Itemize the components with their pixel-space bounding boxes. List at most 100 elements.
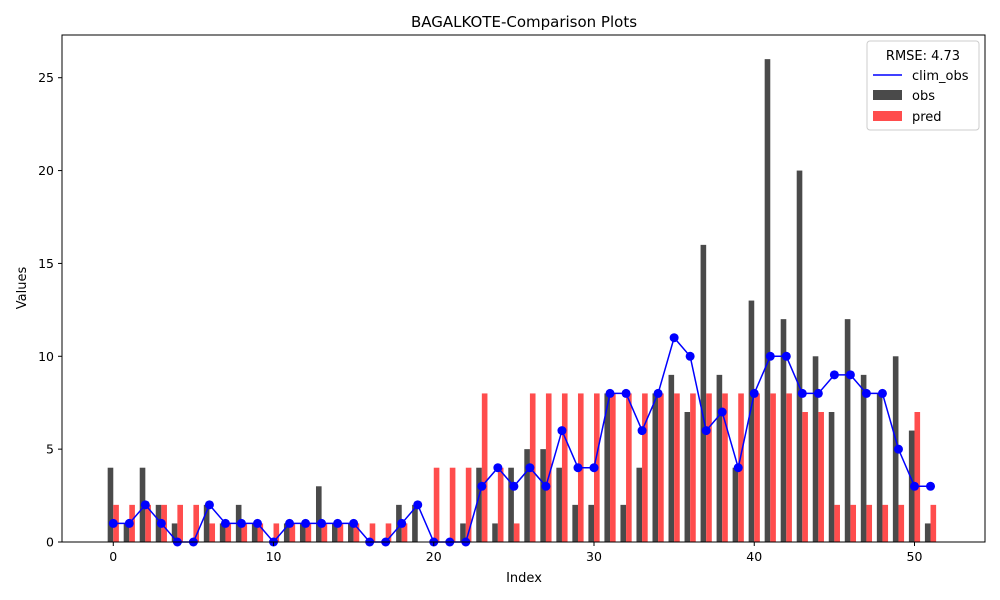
bar-pred-35 xyxy=(674,393,680,542)
legend-swatch-pred xyxy=(873,111,902,121)
bar-obs-31 xyxy=(604,393,611,542)
x-axis: 0 10 20 30 40 50 xyxy=(109,542,922,564)
bar-obs-23 xyxy=(476,467,482,542)
bar-pred-27 xyxy=(545,393,552,542)
y-tick-label-20: 20 xyxy=(38,163,54,178)
x-tick-label-20: 20 xyxy=(426,549,442,564)
legend-swatch-obs xyxy=(873,90,902,100)
point-clim-obs-28 xyxy=(557,426,567,436)
point-clim-obs-27 xyxy=(541,481,551,491)
bar-pred-46 xyxy=(850,504,857,542)
bar-pred-31 xyxy=(610,393,616,542)
bar-obs-37 xyxy=(700,244,707,543)
bar-pred-51 xyxy=(930,504,937,542)
bar-pred-15 xyxy=(353,523,360,542)
point-clim-obs-50 xyxy=(909,481,919,491)
bar-pred-22 xyxy=(465,467,472,542)
bar-obs-46 xyxy=(844,319,851,542)
x-axis-title: Index xyxy=(506,571,542,586)
legend-label-clim-obs: clim_obs xyxy=(912,69,969,84)
bar-obs-19 xyxy=(412,504,418,542)
bar-obs-29 xyxy=(572,504,578,542)
bar-obs-7 xyxy=(219,523,226,542)
bar-obs-32 xyxy=(620,504,627,542)
point-clim-obs-26 xyxy=(525,463,535,473)
point-clim-obs-41 xyxy=(765,351,775,361)
chart-title: BAGALKOTE-Comparison Plots xyxy=(411,13,637,31)
x-tick-label-10: 10 xyxy=(266,549,282,564)
bar-pred-40 xyxy=(754,393,760,542)
bar-obs-13 xyxy=(315,486,322,542)
bar-pred-43 xyxy=(802,412,808,542)
point-clim-obs-2 xyxy=(140,500,150,510)
bar-pred-16 xyxy=(369,523,376,542)
point-clim-obs-3 xyxy=(156,518,166,528)
bar-pred-38 xyxy=(722,393,728,542)
bar-pred-11 xyxy=(289,523,296,542)
point-clim-obs-14 xyxy=(333,518,343,528)
bar-pred-6 xyxy=(209,523,216,542)
bar-obs-24 xyxy=(492,523,498,542)
bar-obs-36 xyxy=(684,412,691,542)
line-clim-obs xyxy=(113,336,931,544)
bar-pred-34 xyxy=(658,393,664,542)
point-clim-obs-23 xyxy=(477,481,487,491)
point-clim-obs-31 xyxy=(605,388,615,398)
point-clim-obs-11 xyxy=(285,518,295,528)
bar-obs-15 xyxy=(348,523,354,542)
bar-pred-18 xyxy=(401,523,408,542)
point-clim-obs-38 xyxy=(717,407,727,417)
bar-obs-0 xyxy=(107,467,114,542)
point-clim-obs-34 xyxy=(653,388,663,398)
point-clim-obs-46 xyxy=(845,370,855,380)
bar-pred-42 xyxy=(786,393,792,542)
bar-obs-1 xyxy=(123,523,130,542)
y-axis: 0 5 10 15 20 25 xyxy=(38,70,62,550)
bar-pred-10 xyxy=(273,523,280,542)
bar-pred-12 xyxy=(305,523,312,542)
bar-obs-11 xyxy=(283,523,290,542)
point-clim-obs-13 xyxy=(317,518,327,528)
bar-obs-28 xyxy=(556,467,562,542)
bar-pred-8 xyxy=(241,523,248,542)
point-clim-obs-40 xyxy=(749,388,759,398)
bar-pred-23 xyxy=(481,393,488,542)
point-clim-obs-8 xyxy=(236,518,246,528)
bar-obs-9 xyxy=(251,523,258,542)
bar-pred-47 xyxy=(866,504,873,542)
point-clim-obs-48 xyxy=(877,388,887,398)
bar-obs-40 xyxy=(748,300,755,542)
bar-obs-44 xyxy=(812,356,819,542)
bar-obs-45 xyxy=(828,412,835,542)
x-tick-label-50: 50 xyxy=(907,549,923,564)
point-clim-obs-29 xyxy=(573,463,583,473)
legend: RMSE: 4.73 clim_obs obs pred xyxy=(866,40,980,131)
legend-label-pred: pred xyxy=(912,110,942,125)
bar-pred-25 xyxy=(513,523,520,542)
bar-pred-4 xyxy=(177,504,183,542)
legend-title: RMSE: 4.73 xyxy=(886,49,960,64)
y-tick-label-0: 0 xyxy=(46,535,54,550)
bar-obs-42 xyxy=(780,319,787,542)
bar-pred-28 xyxy=(561,393,568,542)
point-clim-obs-15 xyxy=(349,518,359,528)
y-axis-title: Values xyxy=(15,267,30,310)
bar-pred-5 xyxy=(193,504,200,542)
bar-pred-44 xyxy=(818,412,824,542)
bar-obs-51 xyxy=(924,523,931,542)
bar-pred-24 xyxy=(497,467,504,542)
bar-obs-4 xyxy=(171,523,178,542)
bar-obs-30 xyxy=(588,504,595,542)
bar-obs-39 xyxy=(732,467,739,542)
x-tick-label-40: 40 xyxy=(746,549,762,564)
x-tick-label-0: 0 xyxy=(109,549,117,564)
bar-pred-9 xyxy=(257,523,264,542)
bar-obs-35 xyxy=(668,374,675,542)
point-clim-obs-45 xyxy=(829,370,839,380)
bar-pred-17 xyxy=(385,523,392,542)
bar-pred-32 xyxy=(626,393,632,542)
bar-pred-48 xyxy=(882,504,889,542)
point-clim-obs-6 xyxy=(204,500,214,510)
bar-pred-2 xyxy=(145,504,151,542)
